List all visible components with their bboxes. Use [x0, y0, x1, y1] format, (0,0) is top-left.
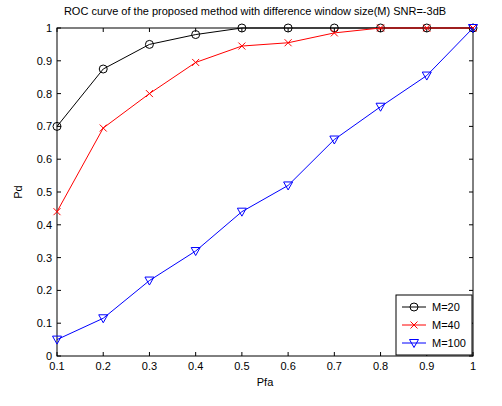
y-tick-label: 0.6 — [37, 153, 52, 165]
point-marker — [331, 29, 338, 36]
y-tick — [57, 224, 61, 225]
point-marker — [377, 25, 384, 32]
y-tick-right — [469, 192, 473, 193]
x-tick-label: 0.9 — [419, 360, 434, 372]
legend-label: M=20 — [432, 301, 460, 313]
series-line — [57, 28, 473, 126]
point-marker — [99, 315, 108, 323]
y-tick-label: 0 — [46, 350, 52, 362]
point-marker — [146, 90, 153, 97]
x-tick — [380, 352, 381, 356]
y-tick-right — [469, 93, 473, 94]
x-tick-label: 1 — [470, 360, 476, 372]
point-marker — [237, 208, 246, 216]
x-tick — [103, 352, 104, 356]
x-tick-top — [195, 28, 196, 32]
y-tick-right — [469, 159, 473, 160]
y-tick — [57, 290, 61, 291]
legend-line — [402, 307, 426, 308]
point-marker — [53, 336, 62, 344]
x-tick-label: 0.8 — [373, 360, 388, 372]
x-tick — [288, 352, 289, 356]
legend: M=20 M=40 M=100 — [396, 295, 472, 355]
y-tick-right — [469, 257, 473, 258]
point-marker — [192, 31, 200, 39]
background — [0, 0, 502, 406]
series-line — [57, 28, 473, 212]
y-tick — [57, 323, 61, 324]
x-tick — [149, 352, 150, 356]
point-marker — [284, 24, 292, 32]
point-marker — [238, 43, 245, 50]
point-marker — [423, 25, 430, 32]
x-tick-label: 0.3 — [142, 360, 157, 372]
x-tick-label: 0.2 — [96, 360, 111, 372]
legend-line — [402, 343, 426, 344]
y-tick-label: 0.3 — [37, 252, 52, 264]
y-tick — [57, 93, 61, 94]
chart: 0.10.20.30.40.50.60.70.80.9100.10.20.30.… — [0, 0, 502, 406]
x-tick-top — [288, 28, 289, 32]
y-tick-right — [469, 126, 473, 127]
y-tick-right — [469, 224, 473, 225]
legend-marker — [410, 303, 418, 311]
point-marker — [99, 65, 107, 73]
y-tick-label: 0.8 — [37, 88, 52, 100]
legend-label: M=40 — [432, 319, 460, 331]
x-tick-top — [149, 28, 150, 32]
legend-marker — [410, 340, 419, 348]
x-tick — [334, 352, 335, 356]
point-marker — [284, 182, 293, 190]
y-tick — [57, 257, 61, 258]
series-line — [57, 28, 473, 340]
point-marker — [191, 248, 200, 256]
point-marker — [422, 72, 431, 80]
point-marker — [100, 125, 107, 132]
point-marker — [376, 103, 385, 111]
point-marker — [192, 59, 199, 66]
y-tick-right — [469, 60, 473, 61]
point-marker — [330, 136, 339, 144]
legend-box — [396, 295, 472, 355]
point-marker — [145, 277, 154, 285]
chart-title: ROC curve of the proposed method with di… — [64, 5, 446, 17]
y-tick-right — [469, 290, 473, 291]
y-tick-label: 1 — [46, 22, 52, 34]
y-tick-label: 0.4 — [37, 219, 52, 231]
plot-frame — [57, 28, 473, 356]
x-tick-top — [241, 28, 242, 32]
plot-area — [57, 28, 473, 356]
y-tick-label: 0.1 — [37, 317, 52, 329]
legend-label: M=100 — [432, 337, 466, 349]
point-marker — [238, 24, 246, 32]
y-axis-label: Pd — [12, 185, 24, 198]
x-axis-label: Pfa — [257, 376, 274, 388]
x-tick-label: 0.5 — [234, 360, 249, 372]
point-marker — [285, 39, 292, 46]
y-tick — [57, 192, 61, 193]
y-tick — [57, 60, 61, 61]
x-tick-label: 0.4 — [188, 360, 203, 372]
y-tick — [57, 159, 61, 160]
y-tick-label: 0.9 — [37, 55, 52, 67]
point-marker — [469, 25, 478, 33]
x-tick-top — [334, 28, 335, 32]
y-tick-label: 0.7 — [37, 120, 52, 132]
point-marker — [54, 208, 61, 215]
x-tick-label: 0.7 — [327, 360, 342, 372]
x-tick-label: 0.6 — [280, 360, 295, 372]
point-marker — [53, 122, 61, 130]
y-tick-label: 0.5 — [37, 186, 52, 198]
x-tick — [195, 352, 196, 356]
y-tick-label: 0.2 — [37, 284, 52, 296]
legend-marker — [411, 322, 418, 329]
point-marker — [145, 40, 153, 48]
x-tick-top — [103, 28, 104, 32]
x-tick — [241, 352, 242, 356]
